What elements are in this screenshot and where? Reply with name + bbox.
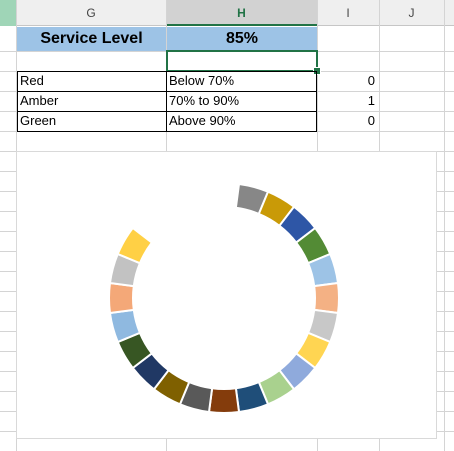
rag-range-cell[interactable]: 70% to 90% (166, 91, 317, 112)
column-header-h[interactable]: H (237, 6, 246, 20)
rag-status-cell[interactable]: Amber (17, 91, 167, 112)
doughnut-segment[interactable] (207, 387, 241, 414)
column-header-h-highlight (166, 0, 317, 26)
service-level-label-cell[interactable]: Service Level (17, 27, 166, 51)
select-all-corner[interactable] (0, 0, 16, 26)
rag-flag-cell[interactable]: 0 (367, 73, 375, 88)
doughnut-segment[interactable] (108, 281, 135, 315)
rag-range-cell[interactable]: Above 90% (166, 111, 317, 132)
doughnut-svg (108, 182, 340, 414)
column-header-j[interactable]: J (408, 6, 415, 20)
active-cell-h[interactable] (166, 50, 318, 72)
gridline (444, 0, 445, 451)
rag-table: Red Below 70% Amber 70% to 90% Green Abo… (17, 71, 317, 132)
rag-status-cell[interactable]: Red (17, 71, 167, 92)
doughnut-segment[interactable] (313, 281, 340, 315)
column-header-g[interactable]: G (86, 6, 96, 20)
column-header-i[interactable]: I (346, 6, 350, 20)
doughnut-segment[interactable] (116, 226, 154, 265)
rag-range-cell[interactable]: Below 70% (166, 71, 317, 92)
rag-flag-cell[interactable]: 0 (367, 113, 375, 128)
rag-flag-cell[interactable]: 1 (367, 93, 375, 108)
service-level-value-cell[interactable]: 85% (167, 27, 317, 51)
rag-status-cell[interactable]: Green (17, 111, 167, 132)
doughnut-chart[interactable] (16, 151, 437, 439)
